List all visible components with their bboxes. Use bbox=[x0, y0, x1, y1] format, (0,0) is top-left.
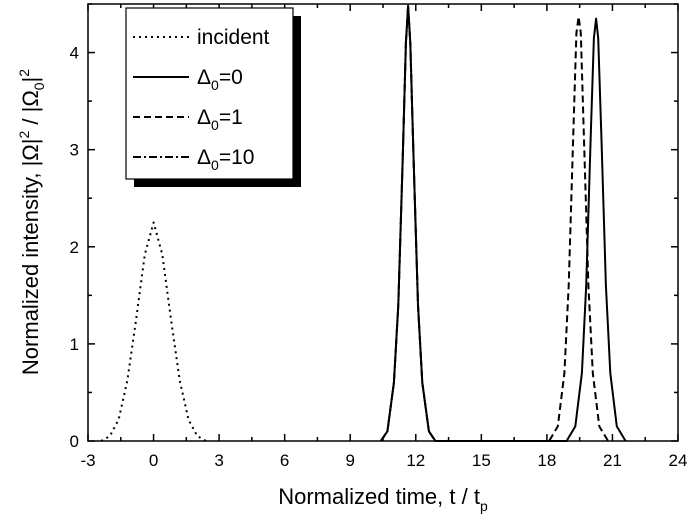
x-tick-label: 18 bbox=[537, 451, 556, 470]
x-axis-title: Normalized time, t / tp bbox=[278, 484, 488, 514]
y-axis-title: Normalized intensity, |Ω|2 / |Ω0|2 bbox=[16, 69, 47, 375]
y-tick-label: 4 bbox=[70, 44, 79, 63]
y-tick-label: 3 bbox=[70, 141, 79, 160]
legend-box bbox=[125, 7, 294, 180]
legend-label-0: incident bbox=[197, 26, 270, 49]
x-tick-label: 24 bbox=[669, 451, 688, 470]
x-tick-label: 6 bbox=[280, 451, 289, 470]
series-line-0 bbox=[100, 221, 207, 442]
legend-label-1: Δ0=0 bbox=[197, 66, 243, 93]
legend-label-2: Δ0=1 bbox=[197, 106, 243, 133]
series-line-1 bbox=[379, 4, 627, 442]
x-axis-title-main: Normalized time, t / t bbox=[278, 484, 480, 509]
x-tick-label: 12 bbox=[406, 451, 425, 470]
series-line-2 bbox=[379, 4, 609, 442]
y-tick-label: 2 bbox=[70, 238, 79, 257]
x-tick-label: -3 bbox=[80, 451, 95, 470]
x-tick-label: 3 bbox=[214, 451, 223, 470]
x-axis-title-sub: p bbox=[480, 498, 488, 514]
y-tick-label: 1 bbox=[70, 335, 79, 354]
legend-items: incident Δ0=0 Δ0=1 Δ0=10 bbox=[133, 26, 270, 173]
y-tick-label: 0 bbox=[70, 432, 79, 451]
legend: incident Δ0=0 Δ0=1 Δ0=10 bbox=[125, 7, 301, 187]
x-tick-label: 15 bbox=[472, 451, 491, 470]
legend-label-3: Δ0=10 bbox=[197, 146, 254, 173]
x-tick-label: 21 bbox=[603, 451, 622, 470]
series-layer bbox=[100, 4, 627, 442]
x-tick-label: 0 bbox=[149, 451, 158, 470]
series-line-3 bbox=[379, 4, 437, 442]
x-tick-label: 9 bbox=[345, 451, 354, 470]
